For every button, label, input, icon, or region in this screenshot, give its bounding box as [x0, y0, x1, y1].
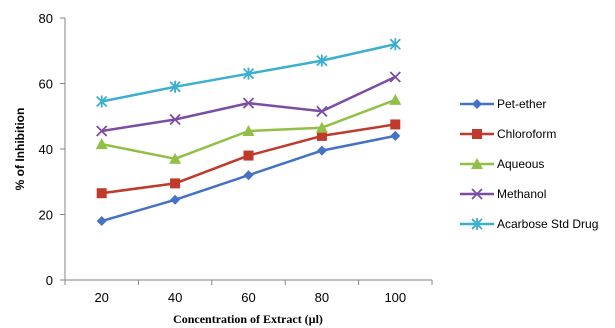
data-point-acarbose-std-drug	[316, 54, 328, 67]
y-axis-title: % of Inhibition	[13, 108, 27, 191]
x-tick-label: 100	[384, 290, 406, 305]
data-point-aqueous	[95, 138, 108, 150]
x-tick-label: 20	[94, 290, 108, 305]
y-tick-label: 60	[39, 77, 53, 92]
legend-label: Aqueous	[497, 157, 544, 171]
y-tick-label: 20	[39, 208, 53, 223]
legend-label: Chloroform	[497, 127, 556, 141]
legend-label: Methanol	[497, 187, 546, 201]
data-point-methanol	[242, 97, 255, 109]
y-tick-labels: 0 20 40 60 80	[39, 11, 53, 288]
y-tick-label: 0	[46, 273, 53, 288]
x-ticks	[64, 280, 433, 285]
data-point-acarbose-std-drug	[242, 67, 255, 80]
data-point-pet-ether	[170, 194, 181, 205]
data-point-aqueous	[169, 152, 182, 164]
legend-item-pet-ether: Pet-ether	[460, 97, 546, 111]
legend-item-acarbose-std-drug: Acarbose Std Drug	[460, 217, 598, 231]
series-aqueous	[95, 93, 402, 164]
data-point-pet-ether	[316, 145, 327, 156]
series-chloroform	[96, 119, 401, 199]
legend-swatch-marker	[471, 158, 483, 169]
data-point-pet-ether	[96, 216, 107, 227]
data-point-methanol	[389, 71, 401, 83]
data-point-chloroform	[96, 188, 107, 199]
data-point-methanol	[316, 105, 328, 117]
data-point-acarbose-std-drug	[169, 80, 181, 93]
x-axis-title: Concentration of Extract (µl)	[173, 312, 323, 326]
y-ticks	[60, 17, 65, 281]
legend-swatch-marker	[472, 129, 482, 139]
data-point-aqueous	[389, 93, 402, 105]
x-tick-label: 80	[315, 290, 329, 305]
y-tick-label: 40	[39, 142, 53, 157]
series-acarbose-std-drug	[96, 38, 401, 108]
data-point-chloroform	[316, 130, 327, 141]
data-point-aqueous	[315, 121, 328, 133]
x-tick-label: 60	[241, 290, 255, 305]
data-point-acarbose-std-drug	[389, 38, 401, 51]
legend-label: Acarbose Std Drug	[497, 217, 598, 231]
series-layer	[95, 38, 402, 227]
data-point-aqueous	[242, 124, 255, 136]
data-point-chloroform	[390, 119, 401, 130]
legend: Pet-ether Chloroform Aqueous Methanol Acarbo…	[460, 97, 598, 231]
legend-item-methanol: Methanol	[460, 187, 546, 201]
data-point-pet-ether	[390, 130, 401, 141]
legend-swatch-marker	[472, 99, 482, 109]
series-pet-ether	[96, 130, 401, 227]
data-point-methanol	[169, 113, 181, 126]
data-point-methanol	[96, 125, 108, 137]
data-point-pet-ether	[243, 170, 254, 181]
series-methanol	[96, 71, 401, 137]
x-tick-label: 40	[168, 290, 182, 305]
data-point-acarbose-std-drug	[96, 95, 108, 108]
data-point-chloroform	[170, 178, 181, 189]
legend-item-chloroform: Chloroform	[460, 127, 556, 141]
x-tick-labels: 20 40 60 80 100	[94, 290, 406, 305]
data-point-chloroform	[243, 150, 254, 161]
legend-item-aqueous: Aqueous	[460, 157, 544, 171]
y-tick-label: 80	[39, 11, 53, 26]
legend-swatch-marker	[471, 188, 483, 200]
legend-label: Pet-ether	[497, 97, 546, 111]
legend-swatch-marker	[471, 218, 483, 230]
